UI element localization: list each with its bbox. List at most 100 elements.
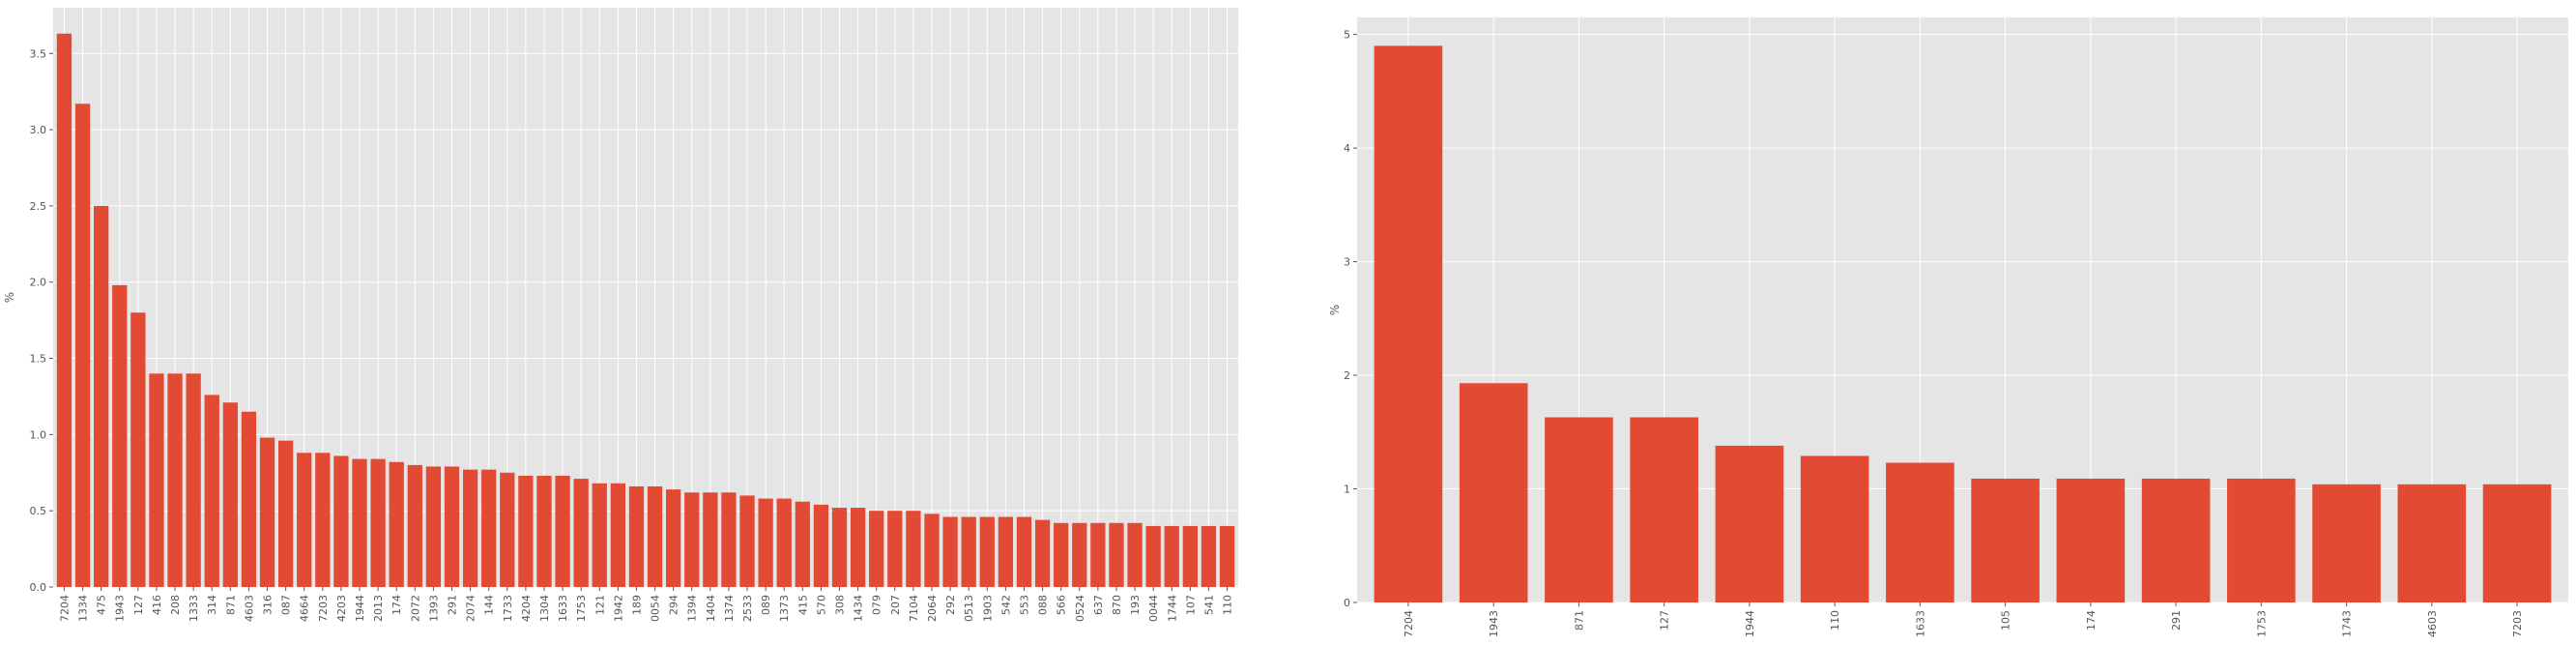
x-tick-label: 475 (96, 595, 108, 615)
bar (500, 472, 515, 587)
bar (1374, 45, 1443, 602)
bar (979, 516, 995, 587)
y-tick-label: 3.0 (30, 124, 47, 136)
bar (352, 458, 367, 587)
bar (961, 516, 976, 587)
bar (1201, 525, 1217, 587)
x-tick-label: 871 (1573, 610, 1585, 631)
bar (56, 33, 72, 588)
x-tick-label: 193 (1129, 595, 1142, 615)
x-tick-label: 566 (1056, 595, 1068, 615)
bar (389, 461, 404, 587)
bar (1219, 525, 1235, 587)
x-tick-label: 416 (151, 595, 163, 615)
bar (2141, 478, 2211, 602)
bar (1182, 525, 1198, 587)
y-tick-label: 0 (1344, 597, 1350, 609)
x-tick-label: 870 (1111, 595, 1123, 615)
bar (425, 466, 442, 587)
bar (1054, 522, 1069, 587)
bar (906, 511, 921, 587)
x-tick-label: 1304 (538, 595, 551, 622)
x-tick-label: 7204 (58, 595, 71, 622)
x-tick-label: 316 (262, 595, 275, 615)
x-tick-label: 121 (593, 595, 606, 615)
bar (684, 492, 700, 587)
x-tick-label: 1743 (2341, 610, 2354, 637)
x-tick-label: 1374 (723, 595, 736, 622)
bar (167, 373, 183, 587)
bar (813, 504, 829, 587)
bar (850, 508, 866, 587)
x-tick-label: 087 (280, 595, 293, 615)
bar (2227, 478, 2296, 602)
y-tick-label: 5 (1344, 29, 1350, 42)
bar (1715, 445, 1784, 602)
bar (259, 437, 275, 587)
bar (610, 483, 625, 587)
bar (204, 395, 219, 587)
x-tick-label: 1903 (981, 595, 994, 622)
bar (2056, 478, 2126, 602)
x-tick-label: 144 (483, 595, 496, 615)
x-tick-label: 4203 (335, 595, 348, 622)
bar (333, 455, 349, 587)
x-tick-label: 1943 (114, 595, 127, 622)
x-tick-label: 291 (446, 595, 458, 615)
bar (1072, 522, 1087, 587)
y-tick-label: 0.5 (30, 505, 47, 517)
x-tick-label: 105 (2000, 610, 2012, 631)
x-tick-label: 1334 (77, 595, 90, 622)
x-tick-label: 637 (1092, 595, 1105, 615)
bar (2482, 484, 2552, 602)
bar (666, 489, 681, 587)
bar (739, 495, 755, 587)
x-tick-label: 7104 (908, 595, 920, 622)
x-tick-label: 4664 (299, 595, 311, 622)
x-tick-label: 189 (630, 595, 643, 615)
chart-right: 0 1 2 3 4 5 7204 1943 871 127 1944 110 1633 105 174 291… (1328, 17, 2568, 637)
y-tick-label: 0.0 (30, 581, 47, 594)
bar (628, 485, 645, 587)
bar (407, 464, 422, 587)
bar (1164, 525, 1179, 587)
bar (942, 516, 958, 587)
y-tick-label: 2.0 (30, 277, 47, 289)
y-tick-label: 1.5 (30, 353, 47, 366)
x-tick-label: 0054 (650, 595, 662, 622)
bar (924, 514, 940, 587)
y-tick-label: 2.5 (30, 200, 47, 213)
x-tick-label: 291 (2170, 610, 2183, 631)
x-tick-label: 208 (169, 595, 182, 615)
x-tick-label: 871 (224, 595, 237, 615)
bar (1545, 417, 1613, 602)
x-tick-label: 4603 (243, 595, 255, 622)
y-axis-label: % (1328, 305, 1342, 315)
bar (444, 466, 460, 587)
x-tick-label: 294 (668, 595, 680, 615)
bar (721, 492, 737, 587)
x-tick-label: 1633 (1914, 610, 1926, 637)
bar (1459, 383, 1528, 602)
bar (2312, 484, 2381, 602)
x-tick-label: 0044 (1147, 595, 1160, 622)
x-tick-label: 1333 (188, 595, 200, 622)
x-tick-label: 1393 (427, 595, 440, 622)
y-tick-label: 3.5 (30, 47, 47, 60)
x-tick-label: 542 (999, 595, 1012, 615)
x-tick-label: 1942 (612, 595, 624, 622)
plot-background (1357, 17, 2568, 602)
x-tick-label: 4204 (520, 595, 533, 622)
x-tick-label: 174 (391, 595, 403, 615)
x-tick-label: 2013 (372, 595, 385, 622)
bar (795, 501, 810, 587)
x-tick-label: 415 (796, 595, 809, 615)
x-tick-label: 1373 (778, 595, 791, 622)
x-tick-label: 079 (871, 595, 883, 615)
bar (1886, 462, 1954, 602)
bar (703, 492, 718, 587)
bar (241, 411, 257, 587)
x-tick-label: 1733 (502, 595, 514, 622)
bar (481, 469, 497, 587)
